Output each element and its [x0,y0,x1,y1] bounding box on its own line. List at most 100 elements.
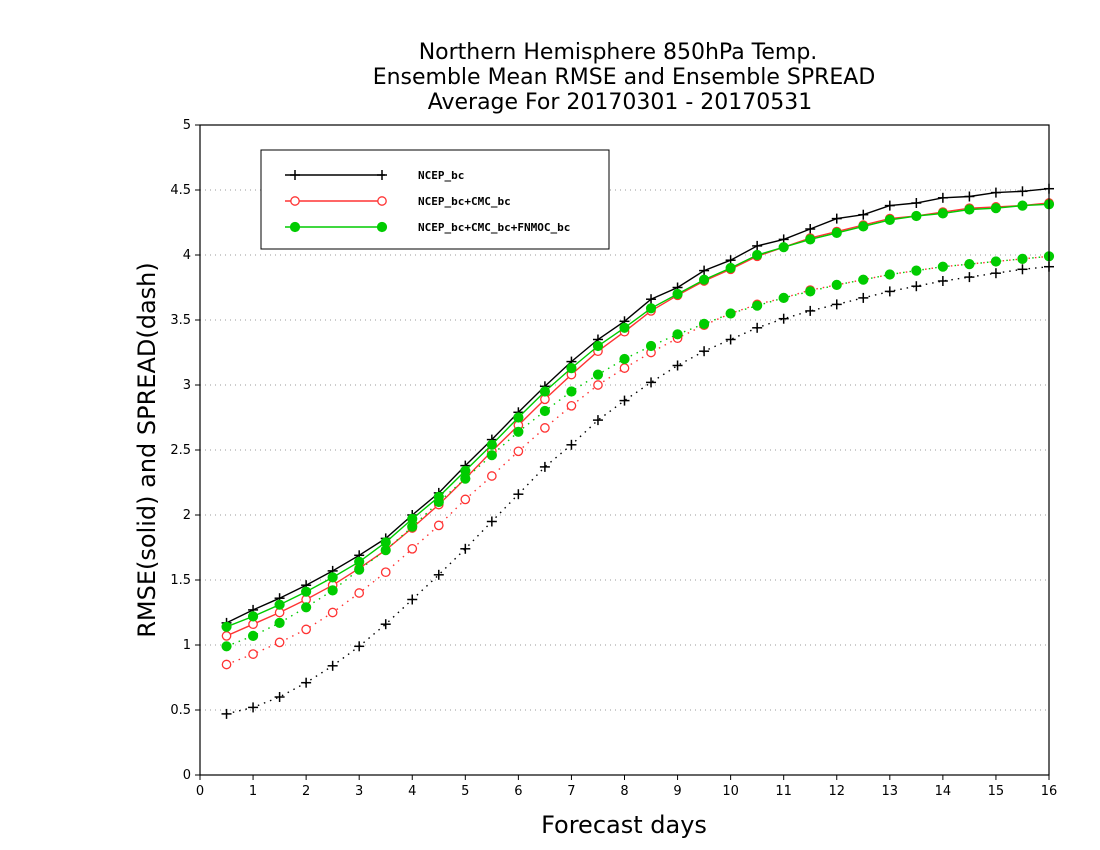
x-tick-label-2: 2 [302,784,310,799]
series-2-spread-point-3 [301,602,312,613]
series-2-rmse-point-17 [672,288,683,300]
legend-label-2: NCEP_bc+CMC_bc+FNMOC_bc [418,221,570,234]
series-0-spread-point-12 [539,461,550,472]
series-0-spread-point-27 [937,276,948,286]
series-2-spread-point-24 [858,274,869,285]
series-0-spread-point-9 [460,543,471,554]
y-axis-label: RMSE(solid) and SPREAD(dash) [133,262,161,638]
title-line-1: Northern Hemisphere 850hPa Temp. [419,40,818,65]
series-2-spread-point-17 [672,329,683,340]
series-2-spread-point-25 [884,269,895,280]
series-2-rmse-point-27 [937,208,948,219]
x-axis-label: Forecast days [541,811,707,839]
series-2-rmse-point-20 [752,249,763,261]
x-tick-label-3: 3 [355,784,363,799]
series-2-rmse-point-30 [1017,200,1028,211]
series-0-spread-point-21 [778,313,789,324]
plot-series [221,183,1055,719]
series-2-spread-point-18 [698,318,710,329]
series-0-spread-point-30 [1017,264,1028,275]
series-2-rmse-point-0 [221,621,232,632]
series-2-spread-point-11 [513,426,524,437]
series-2-spread-point-23 [831,279,842,290]
series-2-spread-point-21 [778,292,789,303]
x-tick-label-1: 1 [249,784,257,799]
legend-marker-start-1 [290,196,300,206]
y-tick-label-7: 3.5 [170,313,191,328]
x-tick-label-4: 4 [408,784,416,799]
series-0-spread-point-6 [380,619,391,630]
series-2-rmse-point-6 [380,537,391,548]
series-1-rmse-line [226,202,1050,637]
series-0-spread-point-28 [964,272,975,283]
y-tick-label-5: 2.5 [170,443,191,458]
series-1-spread-point-14 [593,380,603,390]
series-2-rmse-point-21 [778,242,789,253]
series-0-spread-point-13 [566,439,577,450]
series-0-spread-point-24 [858,292,869,303]
series-2-spread-point-0 [221,641,232,652]
series-1-spread-point-10 [486,471,497,481]
legend-marker-start-0 [290,170,300,180]
series-0-rmse-point-28 [964,191,975,202]
series-2-spread-point-1 [247,630,259,642]
y-axis-ticks: 0 0.5 1 1.5 2 2.5 3 3.5 4 4.5 5 [170,118,200,783]
y-tick-label-10: 5 [183,118,191,133]
x-tick-label-12: 12 [828,784,845,799]
series-0-spread-point-10 [486,516,497,527]
series-0-spread-line [226,266,1050,715]
x-tick-label-8: 8 [620,784,628,799]
series-1-spread-point-0 [221,659,232,670]
series-0-rmse-point-20 [752,240,763,251]
series-0-spread-point-0 [221,708,232,719]
series-2-rmse-point-26 [911,210,922,222]
x-tick-label-10: 10 [722,784,739,799]
series-2-spread-point-16 [645,340,657,352]
series-2-spread-point-13 [566,386,577,397]
x-tick-label-11: 11 [775,784,792,799]
series-2-spread-point-27 [937,261,948,272]
y-tick-label-6: 3 [183,378,191,393]
series-2-rmse-line [226,203,1050,628]
series-2-rmse-point-3 [301,586,312,597]
series-2-rmse-point-29 [990,203,1002,214]
series-0-spread-point-19 [725,334,736,345]
series-1-rmse-point-0 [221,631,232,641]
legend-label-0: NCEP_bc [418,169,464,182]
series-0-spread-point-29 [990,268,1001,279]
series-2-spread-line [226,255,1050,647]
series-0-spread-point-5 [354,641,365,652]
series-2-spread-point-15 [619,353,630,365]
series-1-spread-point-7 [407,543,418,554]
series-2-spread-point-12 [539,405,551,417]
series-1-spread-point-4 [327,607,338,618]
series-1-spread-point-9 [460,494,471,505]
series-2-rmse-point-19 [725,262,736,274]
series-1-spread-point-11 [513,446,524,457]
series-0-spread-point-4 [327,660,338,671]
series-0-spread-point-1 [248,702,259,713]
series-0-rmse-point-26 [911,198,922,208]
series-2-rmse-point-8 [433,491,444,502]
series-0-rmse-point-27 [937,192,948,203]
series-1-spread-point-12 [540,423,550,433]
series-2-spread-point-29 [990,256,1002,267]
x-tick-label-14: 14 [935,784,952,799]
series-2-spread-point-14 [592,369,604,380]
series-1-spread-point-3 [301,624,311,635]
series-2-spread-point-19 [725,308,736,319]
series-2-rmse-point-18 [698,274,710,285]
series-1-spread-point-2 [274,637,285,648]
legend-marker-end-0 [377,170,387,180]
x-tick-label-15: 15 [988,784,1005,799]
chart-title: Northern Hemisphere 850hPa Temp. Ensembl… [373,40,876,115]
series-0-spread-point-20 [752,322,763,333]
series-0-spread-point-17 [672,360,683,371]
series-2-rmse-point-16 [645,303,657,314]
series-2-spread-point-30 [1017,253,1028,264]
series-0-rmse-point-22 [805,224,816,234]
series-0-rmse-point-23 [831,213,842,224]
series-2-rmse-point-11 [513,412,524,423]
series-1-spread-point-5 [354,588,365,598]
series-0-spread-point-14 [592,415,603,426]
